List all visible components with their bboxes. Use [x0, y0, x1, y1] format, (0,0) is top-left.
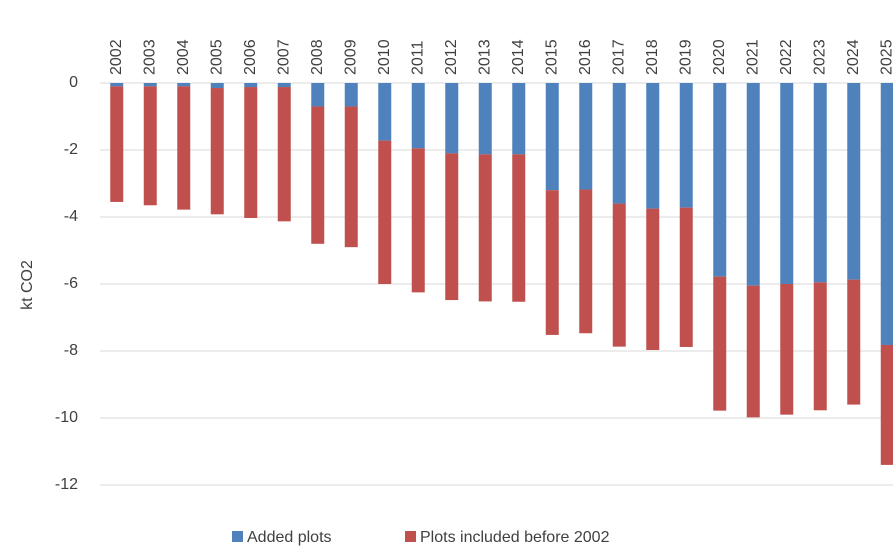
bar-segment: [813, 282, 827, 411]
x-tick-label: 2019: [677, 39, 694, 75]
bar-segment: [210, 83, 224, 89]
x-tick-label: 2025: [878, 39, 893, 75]
bar-segment: [445, 83, 459, 154]
bar-segment: [411, 148, 425, 293]
x-tick-label: 2008: [309, 39, 326, 75]
x-tick-label: 2022: [778, 39, 795, 75]
x-tick-label: 2015: [543, 39, 560, 75]
bar-segment: [847, 83, 861, 280]
y-tick-label: -12: [55, 476, 78, 493]
x-tick-label: 2017: [610, 39, 627, 75]
bar-segment: [612, 83, 626, 204]
bar-segment: [311, 83, 325, 107]
bar-segment: [478, 154, 492, 302]
x-tick-label: 2002: [108, 39, 125, 75]
x-tick-label: 2018: [644, 39, 661, 75]
bar-segment: [143, 86, 157, 206]
x-tick-label: 2009: [342, 39, 359, 75]
bar-segment: [880, 83, 893, 345]
bar-segment: [110, 86, 124, 202]
bar-segment: [311, 106, 325, 244]
bar-segment: [646, 208, 660, 350]
bar-segment: [545, 190, 559, 335]
legend-label: Plots included before 2002: [420, 529, 610, 546]
x-tick-label: 2021: [744, 39, 761, 75]
bar-segment: [143, 83, 157, 87]
y-axis-label: kt CO2: [19, 260, 36, 310]
bar-segment: [713, 276, 727, 411]
x-tick-label: 2014: [510, 39, 527, 75]
bar-segment: [713, 83, 727, 277]
y-tick-label: -10: [55, 409, 78, 426]
bar-segment: [579, 189, 593, 334]
y-tick-label: -6: [64, 275, 78, 292]
bar-segment: [244, 83, 258, 88]
bar-segment: [612, 203, 626, 347]
bar-segment: [478, 83, 492, 155]
y-tick-label: -8: [64, 342, 78, 359]
x-tick-label: 2004: [175, 39, 192, 75]
x-tick-label: 2016: [577, 39, 594, 75]
y-tick-label: -2: [64, 141, 78, 158]
bar-segment: [512, 83, 526, 155]
legend-swatch: [232, 531, 243, 542]
bar-segment: [378, 83, 392, 141]
x-tick-label: 2006: [242, 39, 259, 75]
x-tick-label: 2007: [275, 39, 292, 75]
bar-segment: [746, 83, 760, 286]
bar-segment: [177, 86, 191, 210]
bar-segment: [545, 83, 559, 191]
bar-segment: [780, 83, 794, 284]
bar-segment: [277, 87, 291, 222]
bar-segment: [177, 83, 191, 87]
bar-segment: [880, 344, 893, 465]
bar-segment: [512, 154, 526, 302]
y-tick-label: 0: [69, 74, 78, 91]
bar-segment: [847, 279, 861, 405]
x-tick-label: 2011: [409, 40, 426, 75]
bar-segment: [110, 83, 124, 87]
bar-segment: [411, 83, 425, 149]
bar-segment: [679, 83, 693, 208]
bar-segment: [746, 285, 760, 418]
x-tick-label: 2013: [476, 39, 493, 75]
bar-segment: [780, 284, 794, 415]
bar-segment: [277, 83, 291, 88]
x-tick-label: 2012: [443, 39, 460, 75]
x-tick-label: 2020: [711, 39, 728, 75]
legend-swatch: [405, 531, 416, 542]
x-tick-label: 2003: [141, 39, 158, 75]
bar-segment: [579, 83, 593, 190]
bar-segment: [244, 87, 258, 219]
bar-segment: [813, 83, 827, 283]
bar-segment: [646, 83, 660, 209]
y-tick-label: -4: [64, 208, 78, 225]
bar-segment: [679, 207, 693, 347]
bar-segment: [445, 153, 459, 301]
x-tick-label: 2023: [811, 39, 828, 75]
bar-segment: [344, 83, 358, 107]
bar-segment: [344, 106, 358, 248]
bar-segment: [378, 140, 392, 284]
x-tick-label: 2010: [376, 39, 393, 75]
bar-segment: [210, 88, 224, 215]
legend-label: Added plots: [247, 529, 332, 546]
x-tick-label: 2005: [208, 39, 225, 75]
x-tick-label: 2024: [845, 39, 862, 75]
